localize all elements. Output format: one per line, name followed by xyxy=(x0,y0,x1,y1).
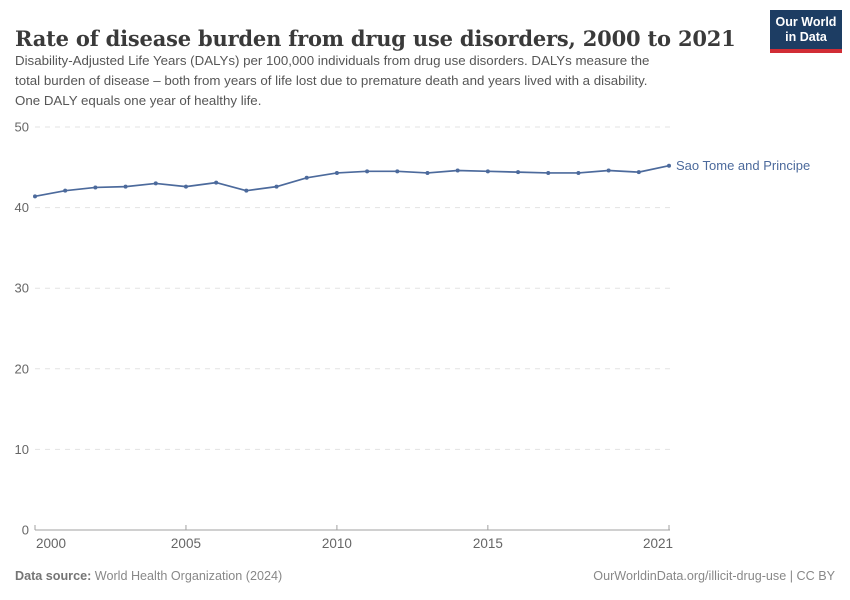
x-tick-label: 2000 xyxy=(36,536,66,551)
citation-link[interactable]: OurWorldinData.org/illicit-drug-use | CC… xyxy=(593,569,835,583)
data-point xyxy=(576,170,581,175)
data-point xyxy=(365,169,370,174)
data-point xyxy=(93,185,98,190)
subtitle-line: Disability-Adjusted Life Years (DALYs) p… xyxy=(15,53,650,68)
data-point xyxy=(183,184,188,189)
data-point xyxy=(63,188,68,193)
page-title: Rate of disease burden from drug use dis… xyxy=(15,26,736,52)
owid-logo: Our World in Data xyxy=(770,10,842,53)
data-point xyxy=(516,170,521,175)
data-point xyxy=(667,163,671,168)
entity-label: Sao Tome and Principe xyxy=(676,158,810,173)
data-point xyxy=(636,170,641,175)
data-point xyxy=(334,170,339,175)
data-point xyxy=(425,170,430,175)
logo-text-line1: Our World xyxy=(775,15,837,29)
data-point xyxy=(153,181,158,186)
data-point xyxy=(455,168,460,173)
data-point xyxy=(304,175,309,180)
x-tick-label: 2010 xyxy=(322,536,352,551)
series-line xyxy=(34,164,670,198)
y-tick-label: 10 xyxy=(15,442,29,457)
data-point xyxy=(274,184,279,189)
chart-subtitle: Disability-Adjusted Life Years (DALYs) p… xyxy=(15,51,649,111)
data-point xyxy=(123,184,128,189)
y-tick-label: 40 xyxy=(15,200,29,215)
data-source-label: Data source: xyxy=(15,569,92,583)
x-tick-label: 2015 xyxy=(473,536,503,551)
x-tick-label: 2005 xyxy=(171,536,201,551)
data-point xyxy=(214,180,219,185)
y-tick-label: 0 xyxy=(22,523,29,538)
y-tick-label: 20 xyxy=(15,361,29,376)
y-tick-label: 30 xyxy=(15,281,29,296)
chart-footer: Data source: World Health Organization (… xyxy=(15,569,835,583)
data-point xyxy=(485,169,490,174)
data-source-value: World Health Organization (2024) xyxy=(94,569,283,583)
logo-text-line2: in Data xyxy=(785,30,827,44)
data-source: Data source: World Health Organization (… xyxy=(15,569,282,583)
x-tick-label: 2021 xyxy=(643,536,673,551)
subtitle-line: One DALY equals one year of healthy life… xyxy=(15,93,262,108)
data-point xyxy=(244,188,249,193)
data-point xyxy=(546,170,551,175)
data-point xyxy=(606,168,611,173)
data-point xyxy=(395,169,400,174)
data-point xyxy=(33,194,37,199)
y-tick-label: 50 xyxy=(15,120,29,135)
subtitle-line: total burden of disease – both from year… xyxy=(15,73,648,88)
